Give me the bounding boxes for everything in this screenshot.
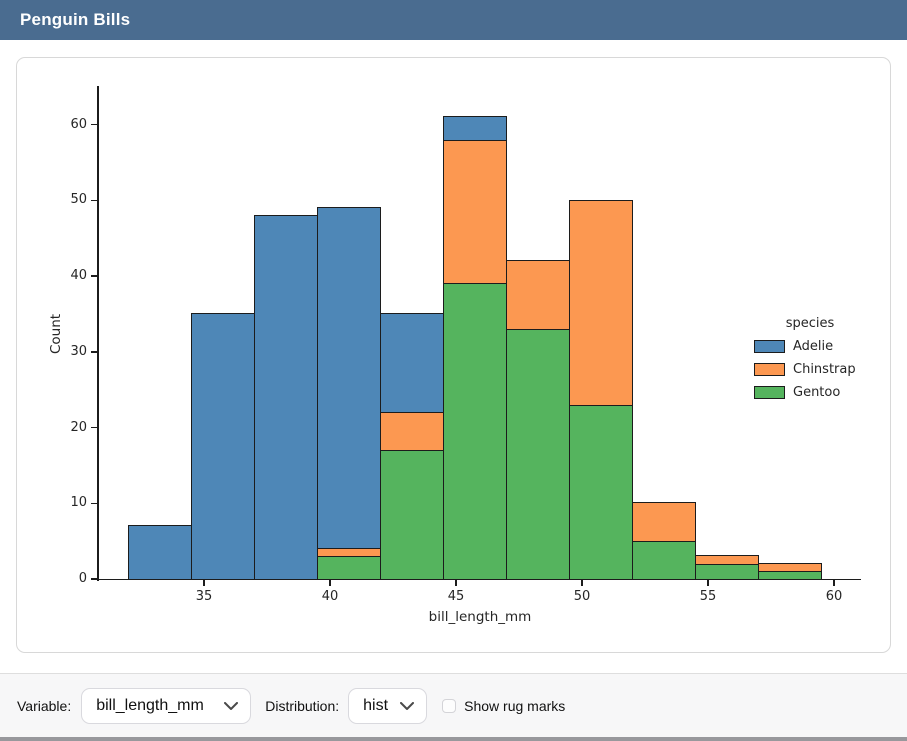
legend-title: species: [785, 316, 835, 331]
bar-segment-chinstrap: [631, 502, 697, 542]
histogram-plot: bill_length_mm Count species Adelie Chins…: [17, 58, 890, 652]
y-axis-spine: [97, 86, 99, 581]
x-tick-label: 35: [195, 589, 213, 604]
bar-segment-adelie: [316, 207, 382, 550]
bar-segment-gentoo: [442, 282, 508, 580]
y-tick: [91, 199, 98, 202]
x-tick: [707, 580, 709, 587]
rug-label: Show rug marks: [464, 697, 566, 714]
legend-entry-gentoo: Gentoo: [754, 385, 866, 400]
bar-segment-chinstrap: [694, 555, 760, 565]
legend-entry-chinstrap: Chinstrap: [754, 362, 866, 377]
x-tick-label: 55: [699, 589, 717, 604]
y-tick-label: 40: [70, 268, 87, 284]
x-tick: [455, 580, 457, 587]
legend-label: Gentoo: [793, 385, 841, 400]
legend: species Adelie Chinstrap Gentoo: [754, 316, 866, 400]
bar-segment-gentoo: [505, 328, 571, 580]
y-tick-label: 50: [70, 192, 87, 208]
app-header: Penguin Bills: [0, 0, 907, 40]
legend-entry-adelie: Adelie: [754, 339, 866, 354]
bar-segment-gentoo: [631, 540, 697, 580]
x-tick-label: 60: [825, 589, 843, 604]
x-tick-label: 40: [321, 589, 339, 604]
y-tick: [91, 275, 98, 277]
x-tick: [581, 580, 583, 587]
legend-label: Chinstrap: [793, 362, 856, 377]
y-tick: [91, 351, 98, 353]
bar-segment-adelie: [190, 313, 256, 580]
bar-segment-chinstrap: [757, 563, 823, 573]
y-tick-label: 0: [78, 571, 87, 586]
variable-select-value: bill_length_mm: [96, 696, 204, 714]
bar-segment-chinstrap: [505, 260, 571, 330]
bar-segment-gentoo: [379, 449, 445, 580]
bar-segment-chinstrap: [442, 138, 508, 285]
y-tick: [91, 426, 98, 429]
legend-label: Adelie: [793, 339, 834, 354]
x-tick: [329, 580, 331, 587]
x-axis-spine: [97, 578, 861, 581]
y-tick-label: 60: [70, 116, 87, 132]
legend-swatch-adelie: [754, 339, 785, 354]
x-tick-label: 45: [447, 589, 465, 604]
bar-segment-adelie: [442, 116, 508, 141]
chevron-down-icon: [400, 701, 415, 710]
chevron-down-icon: [224, 701, 239, 710]
bar-segment-gentoo: [694, 563, 760, 580]
chart-card: bill_length_mm Count species Adelie Chins…: [16, 57, 891, 653]
bar-segment-adelie: [379, 313, 445, 414]
bar-segment-chinstrap: [568, 199, 634, 406]
bar-segment-gentoo: [316, 555, 382, 580]
x-tick: [833, 580, 835, 587]
window-bottom-edge: [0, 737, 907, 741]
legend-swatch-chinstrap: [754, 362, 785, 377]
bar-segment-adelie: [253, 214, 319, 580]
x-axis-label: bill_length_mm: [428, 609, 532, 625]
y-tick-label: 10: [70, 495, 87, 511]
page-title: Penguin Bills: [20, 10, 131, 29]
legend-entries: Adelie Chinstrap Gentoo: [754, 339, 866, 400]
x-tick-label: 50: [573, 589, 591, 604]
y-tick: [91, 578, 98, 580]
distribution-select-value: hist: [363, 696, 389, 714]
distribution-label: Distribution:: [265, 697, 340, 714]
variable-select[interactable]: bill_length_mm: [81, 687, 252, 724]
bar-segment-adelie: [127, 525, 193, 580]
bar-segment-gentoo: [568, 404, 634, 580]
y-tick-label: 20: [70, 419, 87, 435]
control-bar: Variable: bill_length_mm Distribution: h…: [0, 673, 907, 737]
y-tick: [91, 123, 98, 126]
x-tick: [203, 580, 205, 587]
rug-checkbox[interactable]: [442, 698, 457, 713]
bar-segment-chinstrap: [379, 411, 445, 452]
variable-label: Variable:: [17, 697, 72, 714]
y-tick-label: 30: [70, 343, 87, 359]
y-tick: [91, 502, 98, 504]
distribution-select[interactable]: hist: [348, 687, 428, 724]
legend-swatch-gentoo: [754, 385, 785, 400]
